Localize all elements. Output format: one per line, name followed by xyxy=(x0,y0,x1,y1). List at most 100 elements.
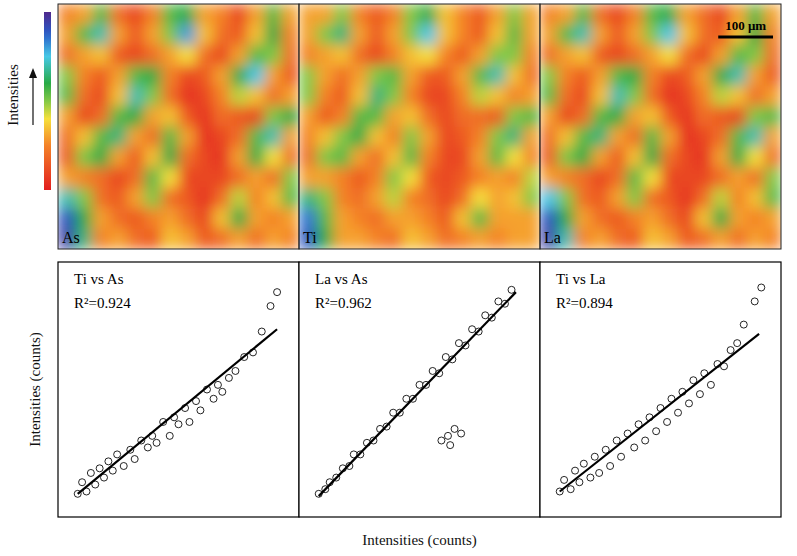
heatmap-cell xyxy=(420,167,438,188)
heatmap-cell xyxy=(179,167,197,188)
heatmap-cell xyxy=(247,188,265,209)
heatmap-cell xyxy=(161,45,179,66)
heatmap-cell xyxy=(574,167,592,188)
heatmap-cell xyxy=(144,45,162,66)
heatmap-cell xyxy=(471,127,489,148)
heatmap-cell xyxy=(179,229,197,249)
heatmap-cell xyxy=(213,65,231,86)
heatmap-cell xyxy=(643,208,661,229)
heatmap-cell xyxy=(747,127,765,148)
heatmap-cell xyxy=(420,147,438,168)
heatmap-cell xyxy=(179,106,197,127)
heatmap-cell xyxy=(488,167,506,188)
scatter-point xyxy=(696,391,703,398)
heatmap-cell xyxy=(437,127,455,148)
heatmap-cell xyxy=(333,45,351,66)
heatmap-cell xyxy=(764,229,781,249)
heatmap-cell xyxy=(368,86,386,107)
heatmap-cell xyxy=(368,229,386,249)
heatmap-cell xyxy=(351,45,369,66)
scatter-point xyxy=(469,326,476,333)
heatmap-cell xyxy=(161,106,179,127)
heatmap-cell xyxy=(179,188,197,209)
heatmap-cell xyxy=(161,24,179,45)
heatmap-cell xyxy=(402,208,420,229)
scatter-point xyxy=(591,453,598,460)
heatmap-cell xyxy=(592,24,610,45)
heatmap-cell xyxy=(282,147,299,168)
heatmap-cell xyxy=(747,229,765,249)
heatmap-cell xyxy=(557,147,575,168)
heatmap-cell xyxy=(127,24,145,45)
heatmap-cells xyxy=(299,4,540,249)
heatmap-cell xyxy=(196,4,214,25)
heatmap-cell xyxy=(609,86,627,107)
heatmap-cell xyxy=(230,106,248,127)
heatmap-cell xyxy=(557,45,575,66)
heatmap-cell xyxy=(523,24,540,45)
plot-frame xyxy=(58,262,299,517)
heatmap-cell xyxy=(265,24,283,45)
scatter-point xyxy=(197,407,204,414)
heatmap-cell xyxy=(506,229,524,249)
heatmap-cell xyxy=(678,208,696,229)
heatmap-cell xyxy=(316,208,334,229)
heatmap-cell xyxy=(58,24,76,45)
heatmap-cell xyxy=(230,4,248,25)
scatter-panel: La vs AsR²=0.962 xyxy=(299,262,540,517)
heatmap-cell xyxy=(299,208,317,229)
heatmap-cell xyxy=(678,167,696,188)
scatter-point xyxy=(87,469,94,476)
heatmap-cell xyxy=(592,229,610,249)
heatmap-cell xyxy=(351,188,369,209)
heatmap-cell xyxy=(764,86,781,107)
scatter-point xyxy=(495,298,502,305)
scatter-point xyxy=(447,442,454,449)
panel-title: La vs As xyxy=(315,271,368,287)
heatmap-cell xyxy=(196,45,214,66)
heatmap-cell xyxy=(626,229,644,249)
heatmap-cell xyxy=(299,86,317,107)
heatmap-cell xyxy=(385,45,403,66)
heatmap-cell xyxy=(144,86,162,107)
heatmap-cell xyxy=(368,167,386,188)
heatmap-cell xyxy=(678,86,696,107)
heatmap-cell xyxy=(592,45,610,66)
heatmap-cell xyxy=(402,188,420,209)
heatmap-cell xyxy=(729,45,747,66)
heatmap-cell xyxy=(643,229,661,249)
heatmap-clip xyxy=(58,4,299,249)
heatmap-cell xyxy=(574,106,592,127)
heatmap-cell xyxy=(437,229,455,249)
heatmap-cell xyxy=(557,127,575,148)
heatmap-clip xyxy=(540,4,781,249)
heatmap-cell xyxy=(75,106,93,127)
heatmap-cell xyxy=(609,24,627,45)
heatmap-cell xyxy=(420,106,438,127)
heatmap-cell xyxy=(402,127,420,148)
heatmap-cell xyxy=(557,65,575,86)
heatmap-cell xyxy=(506,147,524,168)
scatter-point xyxy=(455,340,462,347)
heatmap-cell xyxy=(437,86,455,107)
scatter-point xyxy=(416,381,423,388)
heatmap-cell xyxy=(213,167,231,188)
scatter-point xyxy=(451,425,458,432)
heatmap-frame xyxy=(299,4,540,249)
heatmap-cell xyxy=(351,65,369,86)
heatmap-cell xyxy=(454,106,472,127)
heatmap-cell xyxy=(196,86,214,107)
heatmap-cell xyxy=(420,127,438,148)
heatmap-cell xyxy=(333,86,351,107)
heatmap-cell xyxy=(92,208,110,229)
heatmap-cells xyxy=(540,4,781,249)
heatmap-cell xyxy=(213,45,231,66)
heatmap-cell xyxy=(420,86,438,107)
heatmap-cell xyxy=(110,24,128,45)
heatmap-cell xyxy=(299,167,317,188)
heatmap-cell xyxy=(230,127,248,148)
heatmap-cell xyxy=(523,45,540,66)
heatmap-cell xyxy=(712,65,730,86)
heatmap-cell xyxy=(127,188,145,209)
heatmap-cell xyxy=(557,4,575,25)
